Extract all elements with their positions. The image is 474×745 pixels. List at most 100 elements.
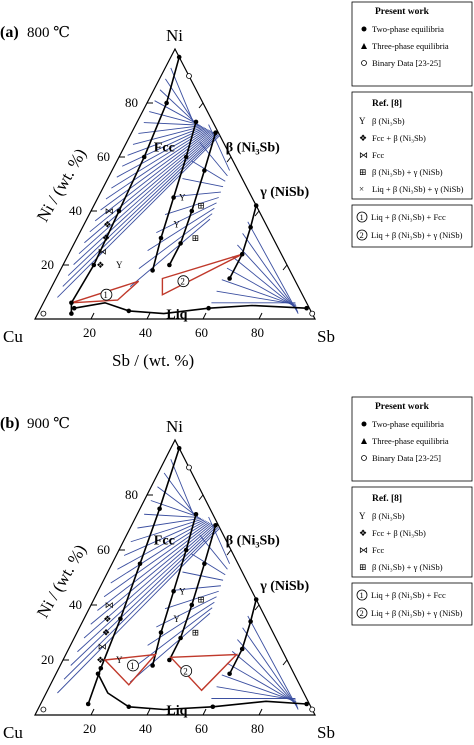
two-phase-point <box>167 262 172 268</box>
ref8-marker: ⋈ <box>98 641 107 651</box>
legend-invariant-num: 1 <box>360 212 364 222</box>
tie-line <box>182 571 224 581</box>
tie-line <box>100 129 210 211</box>
ref8-marker: ⊞ <box>197 595 205 605</box>
tie-line <box>62 134 219 287</box>
legend-ref8-title: Ref. [8] <box>372 99 402 109</box>
two-phase-point <box>98 665 104 671</box>
invariant-marker-2 <box>177 275 190 288</box>
two-phase-point <box>141 154 147 160</box>
tie-line <box>208 124 231 171</box>
bottom-tick-label: 60 <box>195 721 208 736</box>
two-phase-point <box>253 203 259 208</box>
two-phase-point <box>69 311 74 316</box>
tie-line <box>170 459 194 515</box>
legend-ref8-symbol: ⊞ <box>359 562 367 572</box>
tie-line <box>221 674 297 703</box>
legend-ref8-item: Fcc <box>372 150 385 160</box>
two-phase-point <box>158 630 164 635</box>
legend-ref8-title: Ref. [8] <box>372 494 402 504</box>
two-phase-point <box>150 663 155 668</box>
ref8-marker: Ү <box>116 260 123 270</box>
two-phase-point <box>91 262 97 268</box>
two-phase-point <box>171 195 176 200</box>
two-phase-point <box>227 671 232 677</box>
two-phase-point <box>210 704 216 710</box>
tie-line <box>164 590 219 610</box>
tie-line <box>165 78 195 123</box>
phase-label-fcc: Fcc <box>154 141 175 156</box>
two-phase-point <box>239 251 245 257</box>
tie-line <box>89 131 213 233</box>
legend-box-present-work <box>351 396 473 482</box>
two-phase-point <box>253 597 259 602</box>
two-phase-point <box>183 547 189 553</box>
tie-line <box>77 525 216 653</box>
three-phase-triangle-2 <box>161 253 243 296</box>
bottom-tick <box>258 312 263 320</box>
tie-line <box>190 553 226 576</box>
two-phase-point <box>178 635 183 641</box>
legend-dot-icon <box>361 421 367 427</box>
tie-line <box>199 142 228 177</box>
two-phase-point <box>158 235 164 241</box>
left-tick-label: 80 <box>125 487 138 502</box>
liquidus-boundary <box>97 673 307 711</box>
left-tick-label: 40 <box>69 203 82 218</box>
tie-line <box>116 127 207 178</box>
two-phase-point <box>71 305 77 311</box>
tie-line <box>117 520 206 570</box>
ref8-marker: ⊞ <box>197 201 205 211</box>
legend-invariant-num: 1 <box>360 590 364 600</box>
legend-ref8-item: Fcc + β (Ni₃Sb) <box>372 133 426 143</box>
legend-ring-icon <box>361 60 367 66</box>
phase-label-beta: β (Ni₃Sb) <box>226 141 280 156</box>
tie-line <box>242 233 299 313</box>
tie-line <box>242 627 299 709</box>
ref8-marker: ⊞ <box>192 233 200 243</box>
tie-line <box>237 244 298 311</box>
phase-label-gamma: γ (NiSb) <box>259 185 309 200</box>
tie-line <box>237 639 298 707</box>
legend-invariant-icon <box>356 229 368 241</box>
tie-line <box>122 127 205 167</box>
two-phase-point <box>213 522 218 528</box>
tie-line <box>129 218 211 287</box>
tie-line <box>208 516 231 564</box>
tie-line <box>144 513 200 518</box>
bottom-tick <box>202 312 207 320</box>
legend-triangle-icon <box>361 438 367 444</box>
tie-line <box>103 521 210 598</box>
tie-line <box>164 197 219 216</box>
tie-line <box>67 133 218 276</box>
temperature-label: 800 ℃ <box>27 25 70 41</box>
two-phase-point <box>248 224 253 230</box>
legend-invariant-num: 2 <box>360 608 364 618</box>
tie-line <box>132 125 203 145</box>
right-tick <box>226 549 232 556</box>
legend-dot-icon <box>361 26 367 32</box>
legend-item: Three-phase equilibria <box>372 436 449 446</box>
panel-label: (a) <box>0 24 19 41</box>
legend-invariant-label: Liq + β (Ni₃Sb) + γ (NiSb) <box>371 230 463 240</box>
two-phase-point <box>167 657 172 663</box>
ref8-marker: ⊞ <box>192 628 200 638</box>
sb-axis-title: Sb / (wt. %) <box>112 351 194 370</box>
legend-ref8-item: β (Ni₃Sb) <box>372 511 405 521</box>
liquidus-boundary <box>74 301 307 315</box>
tie-line <box>57 527 221 694</box>
ref8-marker: Ү <box>173 614 180 624</box>
two-phase-point <box>304 305 309 311</box>
tie-line <box>63 526 219 680</box>
ref8-marker: ⋈ <box>105 600 114 610</box>
two-phase-point <box>164 100 169 106</box>
tie-line <box>90 523 213 625</box>
legend-box-invariants <box>351 582 473 626</box>
bottom-tick-label: 20 <box>83 721 96 736</box>
legend-box-ref8 <box>351 486 473 578</box>
invariant-marker-1 <box>100 288 113 301</box>
legend-ring-icon <box>361 455 367 461</box>
legend-ref8-item: β (Ni₃Sb) + γ (NiSb) <box>372 562 443 572</box>
right-tick <box>282 659 288 666</box>
tie-line <box>138 125 201 134</box>
